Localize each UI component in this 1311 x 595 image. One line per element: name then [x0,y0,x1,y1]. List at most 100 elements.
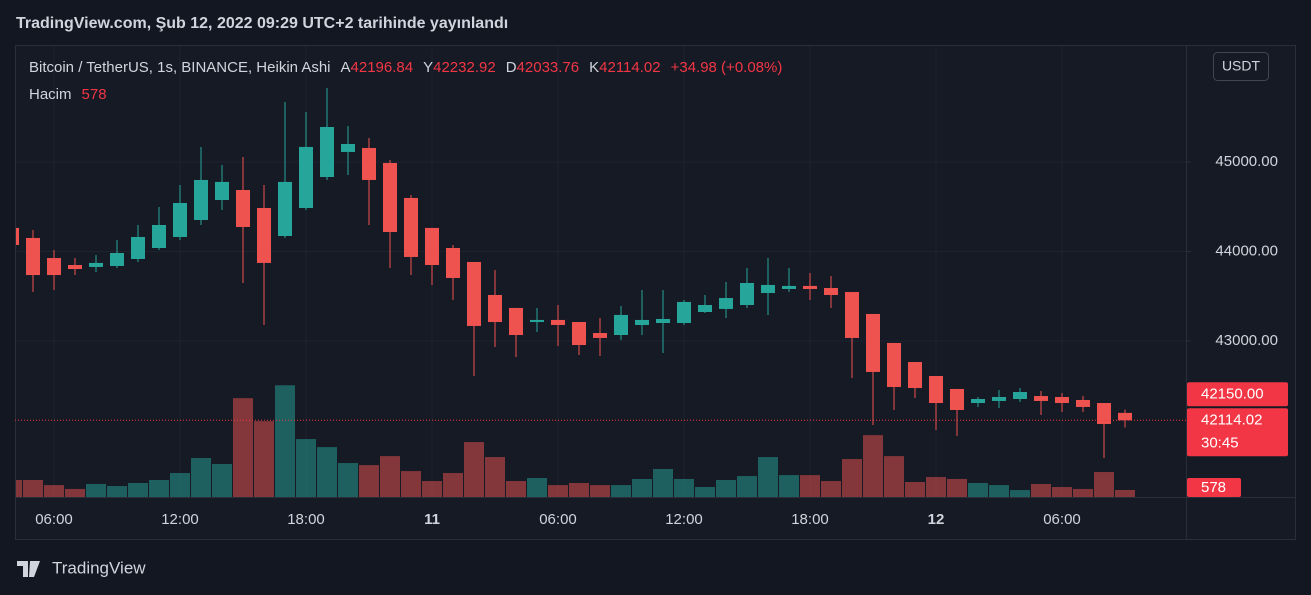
volume-bar [968,483,988,497]
volume-bar [821,481,841,497]
candle-body [446,247,460,278]
countdown: 30:45 [1201,434,1239,451]
volume-bar [779,475,799,497]
candle-body [236,189,250,227]
volume-bar [632,478,652,497]
candle-body [761,284,775,294]
volume-bar [1094,472,1114,497]
volume-bar [548,485,568,497]
x-tick-label: 18:00 [791,511,829,528]
candle-body [131,236,145,260]
volume-bar [989,485,1009,497]
y-tick-label: 45000.00 [1215,153,1278,170]
candle-body [803,285,817,289]
x-tick-label: 11 [424,511,440,528]
candle-body [509,307,523,335]
x-tick-label: 18:00 [287,511,325,528]
legend-value: 42196.84 [351,59,414,76]
volume-bar [590,485,610,497]
candle-layer [16,87,1132,458]
legend-key: K [589,59,599,76]
candle-body [614,314,628,335]
volume-bar [443,473,463,497]
volume-bar [569,483,589,497]
legend-key: A [341,59,351,76]
candle-body [677,301,691,324]
candle-body [467,261,481,326]
volume-bar [674,478,694,497]
volume-bar [1073,488,1093,497]
candle-body [1055,397,1069,404]
x-tick-label: 06:00 [539,511,577,528]
volume-value: 578 [82,86,107,103]
volume-bar [107,486,127,497]
candle-body [488,294,502,323]
volume-bar [23,479,43,497]
legend-value: 42232.92 [433,59,496,76]
y-tick-label: 44000.00 [1215,242,1278,259]
candle-body [320,126,334,178]
candle-body [845,292,859,338]
legend-key: D [506,59,517,76]
volume-bar [800,475,820,497]
legend-value: 42114.02 [599,59,660,76]
volume-bar [380,456,400,497]
candle-body [782,285,796,289]
candle-body [404,197,418,257]
candle-body [635,319,649,325]
candle-body [698,305,712,312]
candle-body [908,362,922,388]
currency[interactable]: USDT [1222,58,1261,74]
volume-bar [128,483,148,497]
volume-bar [401,471,421,497]
volume-bar [1052,487,1072,497]
volume-bar [653,469,673,497]
volume-bar [506,481,526,497]
currency-box[interactable] [1213,52,1269,81]
volume-bar [695,487,715,497]
volume-bar [884,456,904,497]
volume-bar [863,435,883,497]
price-tag [1187,382,1288,407]
volume-bar [737,476,757,497]
candle-body [1034,396,1048,401]
volume-label: Hacim [29,86,72,103]
candle-body [593,333,607,338]
page-title: TradingView.com, Şub 12, 2022 09:29 UTC+… [16,15,508,32]
candle-body [278,181,292,237]
candle-body [1097,403,1111,424]
volume-bar [1010,490,1030,497]
candle-body [47,258,61,276]
candle-body [152,224,166,248]
candle-body [1076,399,1090,407]
volume-bar [758,457,778,497]
candle-body [719,298,733,309]
volume-bar [191,458,211,497]
volume-legend: Hacim 578 [29,86,107,103]
volume-bar [275,385,295,497]
volume-bar [842,459,862,497]
legend: Bitcoin / TetherUS, 1s, BINANCE, Heikin … [29,59,782,76]
candle-body [971,398,985,404]
candle-body [89,262,103,267]
volume-tag [1187,478,1241,497]
candle-body [383,162,397,232]
volume-bar [485,457,505,497]
x-tick-label: 06:00 [35,511,73,528]
candle-body [341,143,355,152]
legend-value: 42033.76 [517,59,580,76]
volume-bar [905,482,925,497]
candle-body [173,202,187,237]
volume-bar [422,481,442,497]
volume-bar [527,478,547,497]
volume-bar [212,464,232,497]
volume-bar [1115,489,1135,497]
candle-body [950,388,964,411]
candle-body [656,318,670,324]
candle-body [215,181,229,201]
volume-bar [947,478,967,497]
candle-body [572,322,586,346]
volume-bar [65,488,85,497]
volume-bar [233,398,253,497]
